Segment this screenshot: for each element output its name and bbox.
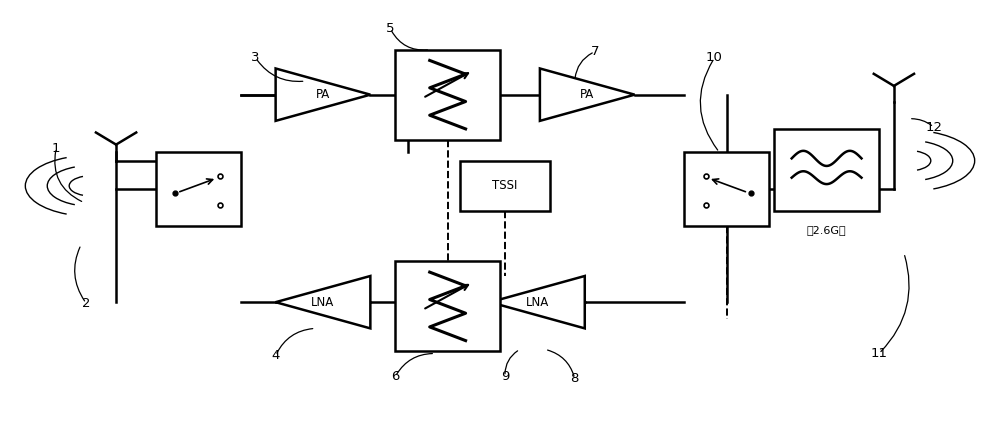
Text: 11: 11 [870, 347, 887, 360]
Polygon shape [276, 276, 370, 328]
Polygon shape [540, 68, 635, 121]
Bar [460, 161, 550, 211]
Text: 10: 10 [706, 51, 723, 65]
Polygon shape [276, 68, 370, 121]
Text: 8: 8 [571, 372, 579, 385]
Text: 1: 1 [52, 142, 60, 154]
Bar [395, 261, 500, 352]
Text: 7: 7 [590, 45, 599, 58]
Text: 6: 6 [391, 370, 399, 383]
Text: 4: 4 [271, 349, 280, 362]
Text: LNA: LNA [311, 296, 335, 308]
Text: PA: PA [580, 88, 594, 101]
Bar [395, 50, 500, 140]
Text: （2.6G）: （2.6G） [807, 225, 846, 235]
Polygon shape [490, 276, 585, 328]
Text: 3: 3 [251, 51, 260, 65]
Text: 5: 5 [386, 22, 395, 35]
Text: 12: 12 [925, 121, 942, 134]
Bar [156, 152, 241, 226]
Bar [774, 129, 879, 211]
Bar [684, 152, 769, 226]
Text: 9: 9 [501, 370, 509, 383]
Text: 2: 2 [82, 297, 90, 310]
Text: LNA: LNA [526, 296, 549, 308]
Text: TSSI: TSSI [492, 179, 518, 192]
Text: PA: PA [316, 88, 330, 101]
